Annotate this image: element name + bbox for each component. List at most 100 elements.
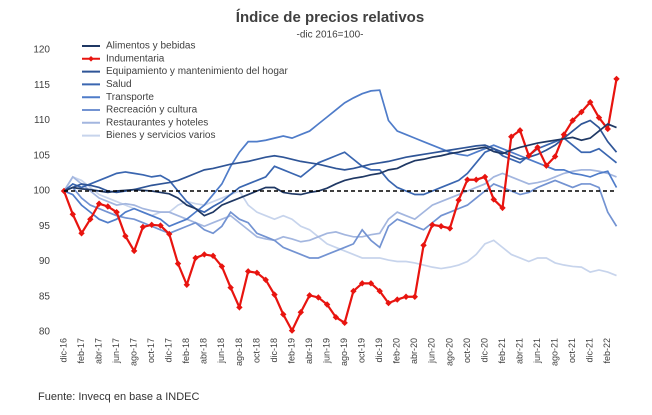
- legend-label: Equipamiento y mantenimiento del hogar: [106, 66, 288, 77]
- legend-label: Alimentos y bebidas: [106, 41, 196, 52]
- x-tick-label: dic-17: [164, 338, 174, 363]
- series-marker: [183, 281, 190, 288]
- y-tick-label: 100: [33, 186, 50, 197]
- series-marker: [244, 268, 252, 275]
- x-tick-label: oct-21: [567, 338, 577, 363]
- y-tick-label: 105: [33, 150, 50, 161]
- series-marker: [139, 223, 147, 231]
- legend-label: Indumentaria: [106, 53, 165, 64]
- y-tick-label: 115: [34, 80, 50, 91]
- x-tick-label: feb-17: [76, 338, 86, 364]
- y-tick-label: 85: [39, 291, 51, 302]
- series-marker: [543, 162, 550, 169]
- y-tick-label: 95: [39, 221, 51, 232]
- series-marker: [578, 108, 585, 116]
- y-tick-label: 110: [34, 115, 50, 126]
- series-marker: [411, 293, 418, 300]
- x-tick-label: abr-17: [93, 338, 103, 364]
- series-marker: [376, 287, 383, 295]
- x-tick-label: ago-20: [444, 338, 454, 366]
- x-tick-label: abr-18: [199, 338, 209, 364]
- source: Fuente: Invecq en base a INDEC: [38, 391, 199, 403]
- x-tick-label: jun-21: [532, 338, 542, 364]
- series-marker: [87, 216, 94, 223]
- x-tick-label: ago-21: [549, 338, 559, 366]
- series-marker: [604, 125, 611, 133]
- series-marker: [271, 291, 278, 298]
- legend-label: Recreación y cultura: [106, 105, 198, 116]
- x-tick-label: oct-18: [251, 338, 261, 363]
- x-tick-label: dic-21: [585, 338, 595, 363]
- x-tick-label: dic-20: [479, 338, 489, 363]
- series-marker: [227, 284, 234, 291]
- series-marker: [148, 221, 155, 229]
- series-marker: [166, 230, 173, 238]
- series-marker: [69, 211, 76, 218]
- series-marker: [209, 252, 217, 260]
- legend-label: Restaurantes y hoteles: [106, 117, 208, 128]
- x-tick-label: ago-17: [129, 338, 139, 366]
- series-marker: [420, 242, 427, 249]
- series-line: [63, 169, 617, 243]
- series-marker: [113, 208, 120, 216]
- y-tick-label: 120: [33, 45, 50, 56]
- series-marker: [78, 230, 85, 237]
- series-marker: [236, 304, 243, 311]
- series-marker: [455, 196, 462, 204]
- series-marker: [569, 117, 576, 124]
- series-marker: [218, 263, 226, 270]
- x-tick-label: feb-21: [497, 338, 507, 364]
- series-marker: [613, 75, 620, 83]
- legend-label: Transporte: [106, 92, 154, 103]
- x-tick-label: jun-17: [111, 338, 121, 364]
- legend-label: Bienes y servicios varios: [106, 130, 215, 141]
- series-line: [62, 78, 618, 334]
- series-marker: [130, 247, 138, 255]
- x-tick-label: feb-22: [602, 338, 612, 364]
- legend-marker: [88, 56, 94, 62]
- series-marker: [508, 133, 515, 140]
- series-marker: [157, 222, 164, 229]
- series-marker: [174, 260, 182, 267]
- chart-title: Índice de precios relativos: [236, 9, 424, 26]
- x-tick-label: ago-18: [234, 338, 244, 366]
- x-tick-label: feb-18: [181, 338, 191, 364]
- y-tick-label: 80: [39, 327, 51, 338]
- series-marker: [350, 287, 357, 295]
- x-tick-label: dic-18: [269, 338, 279, 363]
- series-marker: [288, 327, 296, 334]
- series-marker: [499, 204, 506, 212]
- series-marker: [262, 276, 269, 284]
- x-tick-label: jun-20: [427, 338, 437, 364]
- x-tick-label: oct-19: [357, 338, 367, 363]
- series-marker: [122, 232, 129, 240]
- series-marker: [385, 299, 392, 307]
- series-marker: [560, 131, 568, 138]
- x-tick-label: dic-19: [374, 338, 384, 363]
- series-marker: [587, 98, 594, 106]
- series-marker: [297, 309, 304, 316]
- series-marker: [104, 203, 112, 210]
- series-marker: [341, 319, 348, 327]
- series-marker: [437, 223, 445, 230]
- x-tick-label: oct-17: [146, 338, 156, 363]
- series-marker: [253, 269, 261, 276]
- series-marker: [595, 114, 603, 121]
- series-marker: [446, 225, 454, 232]
- x-tick-label: abr-19: [304, 338, 314, 364]
- series-marker: [490, 196, 497, 203]
- x-tick-label: jun-19: [321, 338, 331, 364]
- series-marker: [394, 296, 401, 303]
- series-marker: [280, 311, 287, 318]
- series-line: [63, 119, 618, 194]
- series-marker: [192, 254, 199, 262]
- series-line: [63, 179, 618, 259]
- series-marker: [315, 294, 322, 301]
- chart-subtitle: -dic 2016=100-: [297, 30, 364, 41]
- x-tick-label: abr-20: [409, 338, 419, 364]
- series-marker: [472, 176, 480, 183]
- series-marker: [367, 280, 375, 287]
- series-marker: [402, 293, 410, 300]
